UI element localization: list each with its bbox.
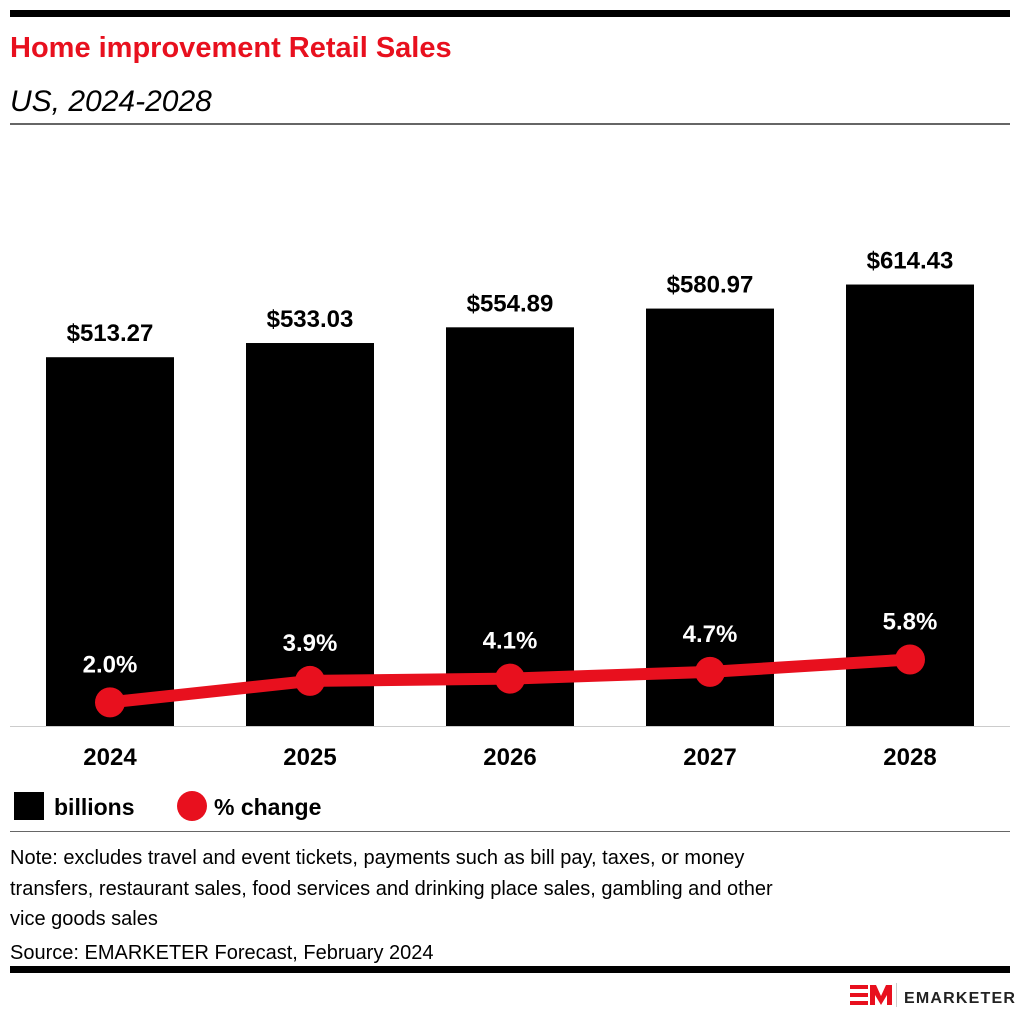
change-point-2026 — [495, 663, 525, 694]
bar-value-label: $513.27 — [67, 320, 154, 347]
bar-value-label: $580.97 — [667, 272, 754, 299]
x-tick-label: 2026 — [483, 744, 536, 771]
legend-bar-swatch — [14, 792, 44, 820]
change-point-2024 — [95, 687, 125, 718]
x-tick-label: 2027 — [683, 744, 736, 771]
bar-2027 — [646, 308, 774, 726]
change-value-label: 4.7% — [683, 621, 738, 648]
source: Source: EMARKETER Forecast, February 202… — [10, 942, 434, 964]
svg-text:EMARKETER: EMARKETER — [904, 990, 1016, 1007]
legend-bar-label: billions — [54, 794, 135, 820]
baseline — [10, 726, 1010, 727]
x-tick-label: 2025 — [283, 744, 336, 771]
x-axis-labels: 2024 2025 2026 2027 2028 — [83, 744, 936, 771]
footer-rule — [10, 831, 1010, 832]
em-logo-mark — [850, 985, 892, 1005]
bar-2025 — [246, 343, 374, 726]
x-tick-label: 2028 — [883, 744, 936, 771]
change-value-label: 2.0% — [83, 651, 138, 678]
x-tick-label: 2024 — [83, 744, 137, 771]
chart-subtitle: US, 2024-2028 — [10, 85, 212, 118]
bar-value-label: $614.43 — [867, 248, 954, 275]
change-point-2028 — [895, 644, 925, 675]
change-value-label: 4.1% — [483, 628, 538, 655]
bar-2024 — [46, 357, 174, 726]
note-line-2: transfers, restaurant sales, food servic… — [10, 878, 773, 900]
legend-line-label: % change — [214, 794, 321, 820]
change-line: 2.0% 3.9% 4.1% 4.7% 5.8% — [83, 608, 938, 718]
bar-value-label: $554.89 — [467, 290, 554, 317]
bars: $513.27 $533.03 $554.89 $580.97 $614.43 — [46, 248, 974, 726]
change-point-2025 — [295, 665, 325, 696]
top-rule — [10, 10, 1010, 17]
chart-title: Home improvement Retail Sales — [10, 32, 452, 64]
legend-line-swatch — [177, 791, 207, 821]
bar-2026 — [446, 327, 574, 726]
note-line-1: Note: excludes travel and event tickets,… — [10, 847, 744, 869]
emarketer-logo: EMARKETER — [850, 983, 1016, 1007]
change-value-label: 3.9% — [283, 630, 338, 657]
note-line-3: vice goods sales — [10, 908, 158, 930]
bottom-rule — [10, 966, 1010, 973]
bar-value-label: $533.03 — [267, 306, 354, 333]
change-point-2027 — [695, 656, 725, 687]
header-rule — [10, 123, 1010, 125]
change-value-label: 5.8% — [883, 608, 938, 635]
